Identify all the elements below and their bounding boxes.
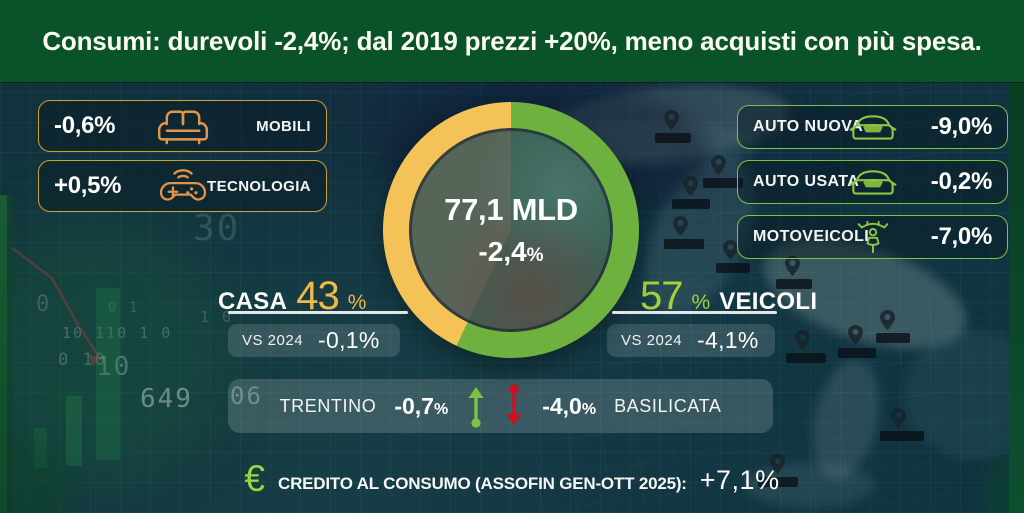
donut-change-value: -2,4% — [478, 236, 544, 267]
donut-total-value: 77,1 MLD — [444, 192, 578, 227]
bg-digit: 30 — [193, 208, 241, 249]
bg-digit: 0 10 — [58, 350, 107, 370]
casa-connector-line — [228, 311, 408, 314]
map-label-chip — [786, 353, 826, 363]
casa-vs-label: VS 2024 — [242, 332, 304, 349]
gamepad-icon — [156, 164, 210, 208]
card-auto-nuova: AUTO NUOVA -9,0% — [737, 105, 1008, 149]
motoveicoli-label: MOTOVEICOLI — [753, 228, 870, 245]
card-auto-usata: AUTO USATA -0,2% — [737, 160, 1008, 204]
car-icon — [848, 164, 898, 200]
bg-green-glow — [0, 220, 220, 480]
map-pin-icon — [785, 256, 800, 276]
header-bar: Consumi: durevoli -2,4%; dal 2019 prezzi… — [0, 0, 1024, 82]
bg-bar — [66, 396, 82, 466]
map-label-chip — [758, 477, 798, 487]
motoveicoli-value: -7,0% — [930, 223, 993, 250]
bg-bar — [96, 288, 120, 460]
bg-digit: 06 — [230, 382, 263, 410]
map-pin-icon — [880, 310, 895, 330]
map-pin-icon — [673, 216, 688, 236]
bg-digit: 10 — [96, 352, 132, 382]
right-green-edge — [1009, 82, 1024, 513]
casa-split-label: CASA 43 % — [218, 274, 367, 318]
casa-percent: 43 — [296, 274, 339, 318]
map-pin-icon — [723, 240, 738, 260]
region-extremes-box: TRENTINO -0,7% -4,0% BASILICATA — [228, 379, 773, 433]
car-icon — [848, 109, 898, 145]
map-label-chip — [776, 279, 812, 289]
page-title: Consumi: durevoli -2,4%; dal 2019 prezzi… — [42, 25, 982, 56]
bg-bar — [34, 428, 47, 468]
veicoli-vs-2024-box: VS 2024 -4,1% — [607, 324, 775, 357]
donut-center: 77,1 MLD -2,4% — [409, 128, 613, 332]
mobili-label: MOBILI — [256, 117, 311, 135]
sofa-icon — [154, 106, 212, 146]
map-label-chip — [838, 348, 876, 358]
map-pin-icon — [891, 408, 906, 428]
veicoli-vs-value: -4,1% — [697, 327, 759, 353]
mobili-value: -0,6% — [54, 112, 116, 139]
map-label-chip — [655, 133, 691, 143]
tecnologia-label: TECNOLOGIA — [207, 177, 311, 195]
arrow-down-icon — [504, 382, 524, 430]
map-pin-icon — [711, 155, 726, 175]
map-label-chip — [664, 239, 704, 249]
bg-digit: 0 1 — [108, 300, 140, 316]
veicoli-connector-line — [612, 311, 777, 314]
credit-label: CREDITO AL CONSUMO (ASSOFIN GEN-OTT 2025… — [278, 474, 687, 493]
map-pin-icon — [770, 454, 785, 474]
map-pin-icon — [683, 176, 698, 196]
motorcycle-icon — [855, 217, 891, 257]
card-motoveicoli: MOTOVEICOLI -7,0% — [737, 215, 1008, 259]
casa-label: CASA — [218, 288, 288, 315]
trentino-value: -0,7% — [394, 392, 449, 419]
left-green-edge — [0, 195, 7, 513]
bg-digit: 10 110 1 0 — [62, 324, 173, 342]
auto-usata-label: AUTO USATA — [753, 173, 860, 190]
veicoli-split-label: 57 % VEICOLI — [640, 274, 818, 318]
map-pin-icon — [848, 325, 863, 345]
euro-icon: € — [244, 458, 265, 499]
basilicata-label: BASILICATA — [614, 395, 722, 416]
casa-vs-value: -0,1% — [318, 327, 380, 353]
map-pin-icon — [664, 110, 679, 130]
map-label-chip — [703, 178, 743, 188]
bg-digit: 1 0 — [200, 308, 234, 326]
left-green-edge-dim — [7, 195, 13, 513]
casa-vs-2024-box: VS 2024 -0,1% — [228, 324, 400, 357]
card-tecnologia: +0,5% TECNOLOGIA — [38, 160, 327, 212]
donut-chart: 77,1 MLD -2,4% — [383, 102, 639, 358]
veicoli-percent: 57 — [640, 274, 683, 318]
bg-trendline — [11, 247, 102, 366]
veicoli-label: VEICOLI — [719, 288, 818, 315]
auto-usata-value: -0,2% — [930, 168, 993, 195]
auto-nuova-value: -9,0% — [930, 113, 993, 140]
tecnologia-value: +0,5% — [54, 172, 122, 199]
map-pin-icon — [795, 330, 810, 350]
map-sea-glow — [905, 330, 1024, 460]
map-label-chip — [672, 199, 710, 209]
map-label-chip — [876, 333, 910, 343]
credit-value: +7,1% — [699, 465, 780, 495]
card-mobili: -0,6% MOBILI — [38, 100, 327, 152]
bg-digit: 649 — [140, 384, 193, 414]
map-label-chip — [880, 431, 924, 441]
bg-digit: 0 — [36, 292, 52, 317]
veicoli-vs-label: VS 2024 — [621, 332, 683, 349]
consumer-credit-row: € CREDITO AL CONSUMO (ASSOFIN GEN-OTT 20… — [0, 456, 1024, 499]
auto-nuova-label: AUTO NUOVA — [753, 118, 864, 135]
basilicata-value: -4,0% — [542, 392, 597, 419]
trentino-label: TRENTINO — [279, 395, 377, 416]
map-label-chip — [716, 263, 750, 273]
arrow-up-icon — [466, 382, 486, 430]
